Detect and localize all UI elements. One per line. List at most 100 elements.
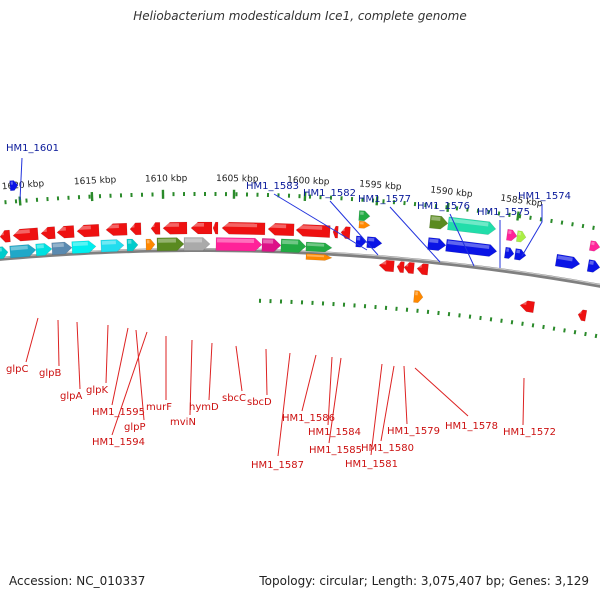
reverse-gene-shine — [106, 224, 119, 229]
reverse-gene-label: HM1_1594 — [92, 437, 145, 448]
scale-tick-inner — [479, 315, 482, 321]
scale-tick — [88, 194, 91, 199]
reverse-gene-label: sbcC — [222, 393, 246, 404]
reverse-gene — [12, 227, 39, 242]
forward-gene — [366, 236, 383, 249]
scale-tick — [560, 220, 564, 225]
reverse-gene-shine — [418, 264, 422, 268]
reverse-leader-line — [277, 352, 291, 457]
reverse-gene-body — [519, 300, 536, 313]
scale-tick — [224, 192, 228, 197]
gene-box — [280, 238, 307, 253]
scale-tick — [67, 195, 70, 200]
reverse-gene-body — [150, 222, 161, 235]
forward-gene-label: HM1_1583 — [246, 181, 299, 192]
scale-label: 1595 kbp — [359, 179, 402, 192]
reverse-gene-label: HM1_1580 — [361, 443, 414, 454]
reverse-gene-shine — [192, 222, 205, 227]
scale-tick — [403, 201, 406, 206]
forward-gene-body — [586, 259, 600, 273]
scale-label: 1615 kbp — [74, 175, 117, 187]
scale-tick — [497, 211, 501, 216]
gene-box-shine — [217, 238, 255, 243]
reverse-leader-line — [522, 377, 525, 426]
forward-gene-body — [445, 239, 498, 257]
gene-box-body — [515, 230, 527, 243]
scale-tick-inner — [290, 299, 293, 304]
forward-leader-line — [449, 213, 475, 267]
reverse-leader-line — [327, 356, 333, 426]
gene-box — [429, 214, 449, 230]
forward-gene — [504, 246, 515, 259]
forward-gene-body — [554, 253, 581, 270]
gene-box — [515, 230, 527, 243]
gene-box — [145, 238, 156, 251]
forward-gene-shine — [589, 260, 594, 265]
reverse-gene-label: HM1_1572 — [503, 427, 556, 438]
gene-box-body — [126, 238, 139, 252]
reverse-gene-shine — [130, 223, 135, 228]
reverse-gene-label: HM1_1581 — [345, 459, 398, 470]
scale-tick-inner — [573, 330, 577, 335]
reverse-gene-shine — [380, 260, 387, 265]
scale-tick — [14, 199, 18, 204]
reverse-gene-body — [0, 229, 11, 243]
forward-gene-label: HM1_1575 — [477, 207, 530, 218]
scale-tick — [56, 196, 60, 201]
reverse-gene-label: glpK — [86, 385, 108, 396]
reverse-gene-shine — [579, 310, 582, 314]
reverse-gene-label: glpA — [60, 391, 82, 402]
forward-gene-body — [366, 236, 383, 249]
scale-tick — [424, 202, 427, 208]
reverse-gene-label: mviN — [170, 417, 196, 428]
gene-box-body — [9, 244, 37, 259]
reverse-gene-shine — [405, 262, 409, 267]
scale-tick — [287, 193, 291, 198]
major-tick — [303, 191, 307, 201]
scale-tick-inner — [416, 308, 419, 313]
scale-tick — [130, 192, 133, 198]
scale-label: 1600 kbp — [287, 176, 330, 188]
gene-box-shine — [72, 241, 88, 247]
reverse-leader-line — [135, 329, 145, 421]
genome-title: Heliobacterium modesticaldum Ice1, compl… — [133, 9, 467, 23]
gene-box-body — [71, 240, 97, 254]
scale-tick-inner — [563, 328, 566, 333]
forward-gene-body — [513, 248, 527, 261]
scale-tick — [245, 192, 249, 197]
scale-tick — [109, 193, 112, 198]
reverse-gene — [105, 222, 128, 236]
forward-gene-shine — [506, 248, 510, 252]
gene-box — [100, 239, 125, 253]
reverse-gene-body — [396, 261, 405, 274]
scale-tick — [256, 192, 259, 197]
scale-tick-inner — [584, 331, 587, 337]
forward-gene-body — [427, 237, 447, 251]
gene-box — [261, 238, 282, 252]
reverse-gene-body — [403, 262, 415, 274]
scale-tick — [581, 223, 585, 229]
gene-box — [0, 246, 9, 260]
gene-box-shine — [101, 240, 116, 245]
scale-tick-inner — [594, 333, 598, 339]
reverse-leader-line — [403, 365, 408, 425]
reverse-gene — [577, 309, 588, 322]
scale-tick — [151, 192, 154, 197]
reverse-gene-shine — [41, 228, 47, 233]
scale-tick-inner — [489, 317, 493, 322]
scale-tick-inner — [300, 300, 304, 305]
reverse-gene-body — [295, 224, 331, 238]
reverse-gene-label: sbcD — [247, 397, 272, 408]
gene-box — [183, 237, 211, 251]
reverse-leader-line — [235, 345, 243, 392]
gene-box — [215, 237, 263, 252]
topology-text: Topology: circular; Length: 3,075,407 bp… — [259, 574, 589, 588]
forward-gene-shine — [429, 238, 439, 244]
forward-leader-line — [273, 193, 368, 251]
reverse-gene-body — [56, 225, 75, 239]
reverse-gene-shine — [13, 229, 30, 235]
reverse-gene-body — [267, 222, 295, 237]
scale-tick — [214, 192, 217, 197]
reverse-gene-label: HM1_1587 — [251, 460, 304, 471]
reverse-leader-line — [76, 321, 81, 390]
